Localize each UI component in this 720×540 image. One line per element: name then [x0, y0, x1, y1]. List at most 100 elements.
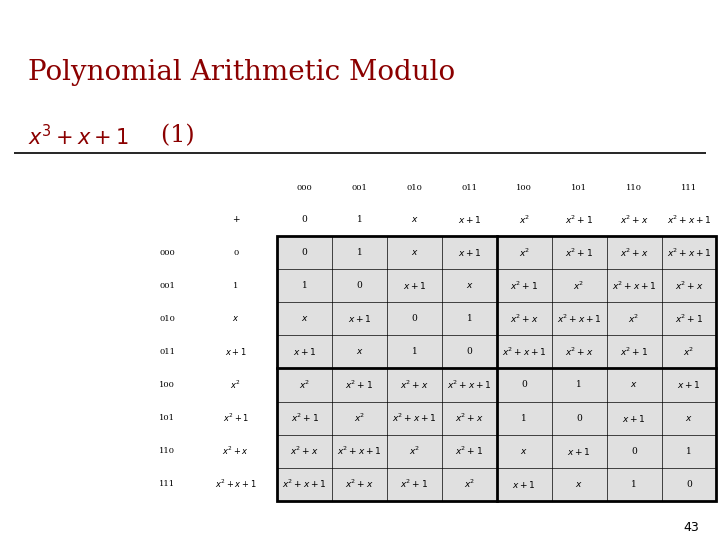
Text: $x^2$: $x^2$: [299, 379, 310, 391]
Bar: [662, 468, 716, 501]
Text: 001: 001: [159, 282, 176, 290]
Text: 0: 0: [631, 447, 637, 456]
Bar: [277, 302, 332, 335]
Bar: [497, 302, 552, 335]
Text: $x+1$: $x+1$: [458, 247, 481, 258]
Text: $x+1$: $x+1$: [458, 214, 481, 225]
Text: $x^2+x$: $x^2+x$: [400, 379, 429, 391]
Bar: [552, 335, 606, 368]
Bar: [552, 468, 606, 501]
Bar: [552, 402, 606, 435]
Text: 000: 000: [297, 184, 312, 192]
Text: $x+1$: $x+1$: [678, 380, 701, 390]
Bar: [442, 402, 497, 435]
Bar: [606, 435, 662, 468]
Text: 110: 110: [626, 184, 642, 192]
Bar: [606, 368, 662, 402]
Bar: [442, 335, 497, 368]
Bar: [332, 435, 387, 468]
Bar: [277, 435, 332, 468]
Text: $x^2$: $x^2$: [573, 280, 585, 292]
Text: $x$: $x$: [232, 314, 240, 323]
Text: 1: 1: [686, 447, 692, 456]
Bar: [497, 236, 552, 269]
Text: $x+1$: $x+1$: [348, 313, 372, 325]
Text: $x^2+1$: $x^2+1$: [510, 280, 539, 292]
Text: 101: 101: [571, 184, 587, 192]
Bar: [497, 368, 552, 402]
Bar: [497, 335, 552, 368]
Text: 1: 1: [356, 248, 362, 257]
Text: $x$: $x$: [356, 347, 364, 356]
Text: $x^2+x$: $x^2+x$: [620, 213, 649, 226]
Text: 0: 0: [467, 347, 472, 356]
Text: $x^2+x+1$: $x^2+x+1$: [337, 445, 382, 457]
Text: $x$: $x$: [301, 314, 308, 323]
Text: 011: 011: [159, 348, 176, 356]
Text: $x^2+1$: $x^2+1$: [675, 313, 703, 325]
Bar: [387, 269, 442, 302]
Text: 101: 101: [159, 414, 176, 422]
Text: 0: 0: [576, 414, 582, 423]
Text: 001: 001: [351, 184, 367, 192]
Text: $x$: $x$: [630, 381, 638, 389]
Text: $x+1$: $x+1$: [402, 280, 426, 291]
Bar: [332, 236, 387, 269]
Bar: [552, 269, 606, 302]
Text: 1: 1: [412, 347, 418, 356]
Text: 1: 1: [576, 381, 582, 389]
Bar: [606, 468, 662, 501]
Bar: [662, 269, 716, 302]
Text: $x^2+x+1$: $x^2+x+1$: [667, 213, 711, 226]
Text: 0: 0: [302, 215, 307, 224]
Text: $x^2+x+1$: $x^2+x+1$: [447, 379, 492, 391]
Text: 110: 110: [159, 447, 176, 455]
Bar: [662, 302, 716, 335]
Text: 100: 100: [159, 381, 176, 389]
Bar: [662, 236, 716, 269]
Text: $x^2+1$: $x^2+1$: [400, 478, 428, 490]
Text: $x^2+x$: $x^2+x$: [222, 445, 249, 457]
Text: $x^2+x+1$: $x^2+x+1$: [667, 246, 711, 259]
Text: 0: 0: [686, 480, 692, 489]
Text: $x^2$: $x^2$: [230, 379, 241, 391]
Text: $x^2$: $x^2$: [464, 478, 475, 490]
Bar: [497, 269, 552, 302]
Bar: [442, 368, 497, 402]
Bar: [332, 402, 387, 435]
Text: 010: 010: [407, 184, 423, 192]
Text: $x^2+x+1$: $x^2+x+1$: [502, 346, 546, 358]
Text: $x^2$: $x^2$: [629, 313, 640, 325]
Text: $x^2+1$: $x^2+1$: [222, 412, 249, 424]
Bar: [332, 335, 387, 368]
Text: +: +: [232, 215, 240, 224]
Text: $x$: $x$: [410, 215, 418, 224]
Text: $x$: $x$: [575, 480, 583, 489]
Bar: [387, 236, 442, 269]
Text: 111: 111: [159, 480, 176, 488]
Bar: [277, 236, 332, 269]
Text: $x+1$: $x+1$: [622, 413, 646, 423]
Bar: [277, 335, 332, 368]
Text: $x$: $x$: [466, 281, 473, 290]
Text: 010: 010: [159, 315, 176, 323]
Text: $x^2+x$: $x^2+x$: [620, 246, 649, 259]
Bar: [442, 302, 497, 335]
Bar: [387, 435, 442, 468]
Text: $x+1$: $x+1$: [225, 347, 247, 357]
Text: 1: 1: [467, 314, 472, 323]
Text: $x^2+x+1$: $x^2+x+1$: [282, 478, 327, 490]
Bar: [606, 269, 662, 302]
Text: $x^2+1$: $x^2+1$: [565, 213, 593, 226]
Bar: [442, 468, 497, 501]
Text: $x^2+x$: $x^2+x$: [455, 412, 484, 424]
Bar: [277, 368, 332, 402]
Bar: [332, 368, 387, 402]
Bar: [552, 435, 606, 468]
Text: $x^2+x+1$: $x^2+x+1$: [215, 478, 256, 490]
Text: $x^2+1$: $x^2+1$: [346, 379, 374, 391]
Bar: [332, 269, 387, 302]
Bar: [387, 402, 442, 435]
Bar: [662, 402, 716, 435]
Bar: [277, 468, 332, 501]
